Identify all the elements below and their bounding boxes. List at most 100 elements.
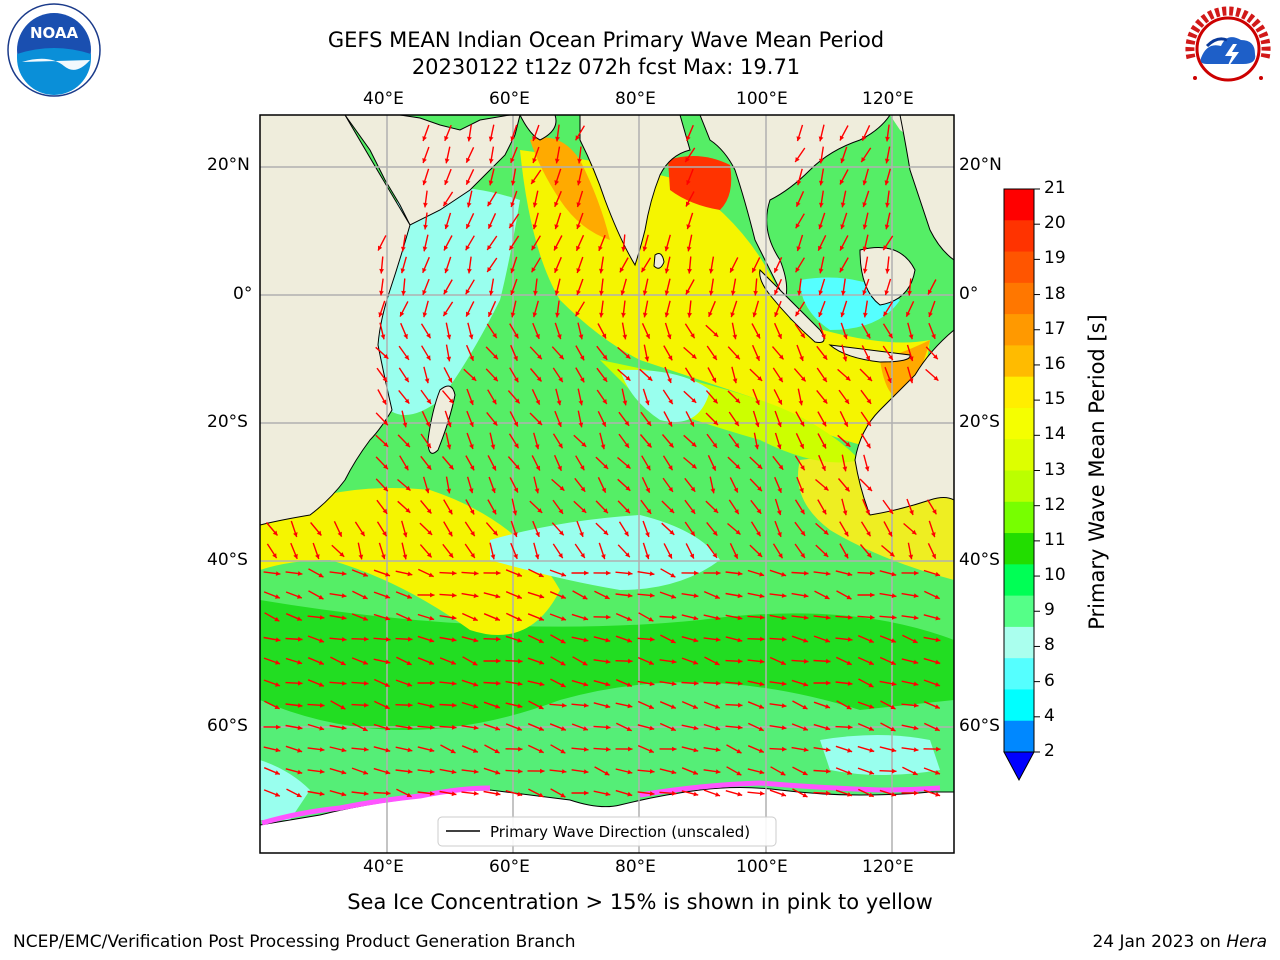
wave-arrow-head: [672, 746, 677, 752]
wave-arrow-head: [913, 747, 919, 752]
period-band-17-arabian: [530, 137, 610, 240]
wave-arrow-head: [535, 333, 540, 339]
wave-arrow-head: [799, 356, 804, 361]
wave-arrow-head: [584, 790, 589, 796]
lat-tick-left-20S: 20°S: [207, 412, 248, 432]
wave-arrow-head: [908, 554, 914, 560]
wave-arrow-head: [735, 354, 740, 360]
wave-arrow-head: [444, 224, 450, 230]
wave-arrow-head: [470, 531, 475, 537]
wave-arrow-head: [402, 554, 408, 560]
wave-arrow-head: [685, 289, 691, 295]
wave-arrow-head: [847, 792, 852, 797]
wave-arrow-head: [642, 290, 648, 296]
wave-arrow-head: [892, 768, 897, 774]
wave-arrow-head: [912, 638, 918, 643]
wave-arrow-head: [337, 531, 342, 537]
wave-arrow-head: [473, 682, 479, 687]
wave-arrow-head: [795, 223, 800, 229]
period-band-20-bengal: [668, 156, 732, 210]
wave-arrow-head: [382, 508, 388, 514]
wave-arrow-head: [846, 594, 852, 600]
wave-arrow-head: [554, 201, 559, 207]
wave-arrow-head: [538, 638, 544, 643]
wave-arrow-head: [407, 725, 413, 730]
wave-arrow-head: [488, 136, 494, 142]
wave-arrow-head: [554, 224, 559, 230]
wave-arrow-head: [555, 312, 560, 318]
wave-arrow-head: [496, 570, 501, 576]
wave-arrow-head: [487, 267, 492, 272]
wave-arrow-head: [428, 660, 434, 665]
wave-arrow-head: [605, 681, 611, 687]
wave-arrow-head: [885, 202, 890, 208]
wave-arrow-head: [802, 770, 808, 775]
sea-ice-note: Sea Ice Concentration > 15% is shown in …: [347, 890, 933, 914]
wave-arrow-head: [649, 593, 655, 598]
wave-arrow-head: [649, 769, 655, 774]
wave-arrow-head: [693, 660, 698, 665]
wave-arrow-head: [693, 747, 699, 753]
wave-arrow-head: [539, 593, 545, 599]
wave-arrow-head: [465, 245, 470, 251]
wave-arrow-head: [517, 638, 523, 643]
colorbar-tick-label: 16: [1044, 353, 1066, 374]
wave-arrow-head: [496, 658, 501, 664]
wave-arrow-head: [297, 769, 303, 775]
wave-arrow-head: [934, 704, 940, 709]
wave-arrow-head: [360, 531, 365, 537]
wave-arrow-head: [605, 659, 611, 664]
colorbar-segment: [1004, 345, 1034, 378]
wave-arrow-head: [492, 420, 498, 426]
wave-arrow-head: [447, 422, 452, 428]
wave-arrow-head: [385, 572, 390, 577]
wave-arrow-head: [712, 552, 717, 558]
wave-arrow-head: [713, 508, 719, 513]
wave-arrow-head: [319, 725, 325, 731]
wave-arrow-head: [296, 616, 302, 621]
wave-arrow-head: [646, 420, 652, 426]
wave-arrow-head: [446, 444, 452, 450]
lon-tick-top-60E: 60°E: [489, 89, 530, 109]
wave-arrow-head: [687, 312, 692, 318]
wave-arrow-head: [715, 792, 720, 797]
wave-arrow-head: [866, 398, 872, 404]
wave-arrow-head: [426, 355, 431, 361]
wave-arrow-head: [800, 465, 805, 471]
colorbar-label: Primary Wave Mean Period [s]: [1085, 314, 1109, 630]
wave-arrow-head: [358, 554, 364, 560]
wave-arrow-head: [802, 792, 808, 798]
wave-arrow-head: [513, 421, 518, 427]
lon-tick-top-100E: 100°E: [736, 89, 788, 109]
wave-arrow-head: [532, 136, 537, 141]
wave-arrow-head: [935, 571, 941, 577]
wave-arrow-head: [774, 289, 779, 295]
wave-arrow-head: [602, 354, 608, 360]
wave-arrow-head: [516, 616, 522, 621]
wave-arrow-head: [668, 399, 673, 405]
wave-arrow-head: [933, 354, 938, 360]
wave-arrow-head: [672, 614, 677, 620]
wave-arrow-head: [935, 615, 941, 621]
wave-arrow-head: [795, 157, 800, 162]
wave-arrow-head: [689, 421, 694, 427]
wave-arrow-head: [625, 508, 630, 514]
wave-arrow-head: [822, 377, 827, 382]
wave-arrow-head: [319, 791, 325, 797]
wave-arrow-head: [840, 312, 845, 318]
wave-arrow-head: [510, 268, 515, 274]
wave-arrow-head: [733, 487, 738, 493]
wave-arrow-head: [583, 747, 589, 752]
wave-arrow-head: [912, 770, 918, 775]
wave-arrow-head: [906, 311, 911, 317]
wave-arrow-head: [649, 571, 655, 576]
wave-arrow-head: [319, 769, 325, 774]
wave-arrow-head: [777, 487, 782, 493]
lat-tick-right-20N: 20°N: [959, 155, 1002, 175]
wave-arrow-head: [404, 377, 409, 383]
wave-arrow-head: [800, 509, 805, 515]
wave-arrow-head: [885, 136, 890, 142]
wave-arrow-head: [671, 681, 677, 686]
wave-arrow-head: [403, 333, 408, 339]
wave-arrow-head: [276, 724, 281, 730]
